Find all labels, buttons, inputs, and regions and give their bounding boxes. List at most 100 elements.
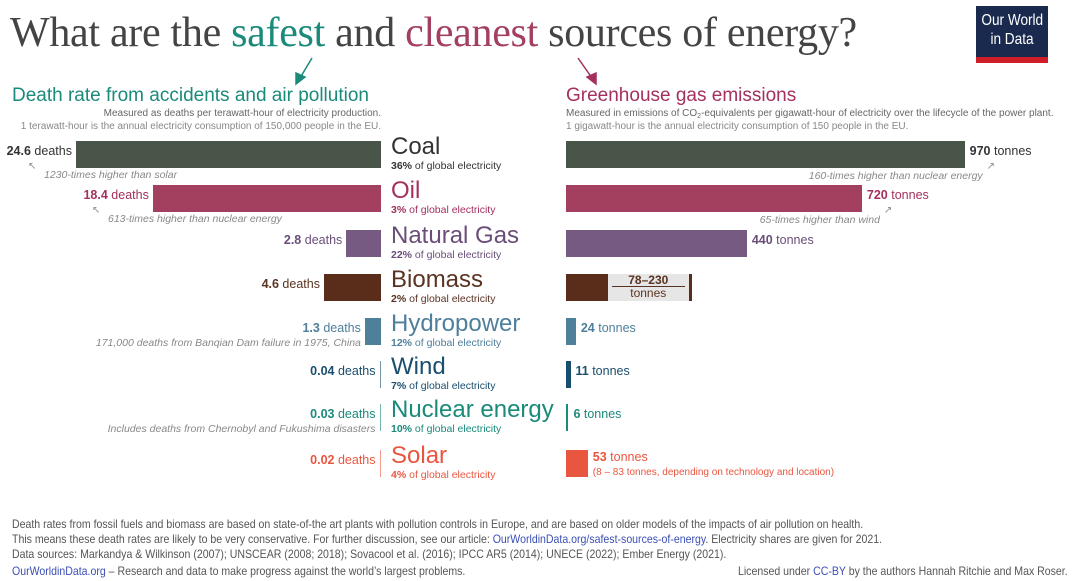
ghg-value: 53 tonnes <box>593 450 648 465</box>
death-bar <box>379 450 381 477</box>
footer-text: – Research and data to make progress aga… <box>105 564 466 578</box>
title-text: sources of energy? <box>537 10 857 56</box>
ghg-bar <box>566 361 571 388</box>
death-unit: deaths <box>278 277 320 291</box>
curved-arrow-icon: ↗ <box>883 205 893 216</box>
cc-by-link[interactable]: CC-BY <box>813 564 847 578</box>
ghg-bar <box>566 450 588 477</box>
ghg-bar <box>566 318 576 345</box>
death-bar <box>364 318 381 345</box>
death-bar <box>323 274 381 301</box>
share-percent: 12% <box>391 337 413 349</box>
ghg-number: 970 <box>969 144 991 158</box>
share-of-electricity: 22% of global electricity <box>391 249 501 261</box>
source-name: Wind <box>391 353 446 380</box>
ghg-value: 970 tonnes <box>970 144 1032 159</box>
page-title: What are the safest and cleanest sources… <box>10 8 857 58</box>
left-subtitle-2: 1 terawatt-hour is the annual electricit… <box>20 121 381 132</box>
ghg-bar <box>566 230 747 257</box>
source-name: Biomass <box>391 266 484 293</box>
death-unit: deaths <box>334 453 376 467</box>
share-of-electricity: 7% of global electricity <box>391 380 495 392</box>
share-text: of global electricity <box>412 160 502 172</box>
ghg-value: 24 tonnes <box>581 321 636 336</box>
title-safest: safest <box>231 10 325 56</box>
share-percent: 22% <box>391 249 413 261</box>
arrow-cleanest-icon <box>577 57 597 86</box>
death-number: 0.04 <box>310 364 335 378</box>
death-number: 1.3 <box>302 321 320 335</box>
footer-tagline: OurWorldinData.org – Research and data t… <box>12 564 465 578</box>
death-number: 0.02 <box>310 453 335 467</box>
arrows <box>295 57 597 86</box>
ghg-value: 440 tonnes <box>752 233 814 248</box>
share-of-electricity: 4% of global electricity <box>391 469 495 481</box>
death-bar <box>75 141 381 168</box>
death-unit: deaths <box>301 233 343 247</box>
death-value: 0.03 deaths <box>310 407 375 422</box>
ghg-value: 6 tonnes <box>573 407 621 422</box>
subscript: 2 <box>697 113 702 120</box>
ghg-bar-high <box>688 274 692 301</box>
curved-arrow-icon: ↖ <box>28 161 37 172</box>
left-section-title: Death rate from accidents and air pollut… <box>12 85 369 106</box>
subtitle-text: -equivalents per gigawatt-hour of electr… <box>701 108 1054 119</box>
source-name: Coal <box>391 133 441 160</box>
footer-text: This means these death rates are likely … <box>12 532 493 546</box>
share-text: of global electricity <box>406 469 496 481</box>
share-text: of global electricity <box>406 380 496 392</box>
ghg-number: 6 <box>573 407 581 421</box>
death-value: 18.4 deaths <box>83 188 148 203</box>
share-percent: 3% <box>391 204 407 216</box>
share-percent: 10% <box>391 423 413 435</box>
ghg-bar <box>566 404 569 431</box>
right-subtitle: Measured in emissions of CO2-equivalents… <box>566 108 1053 120</box>
article-link[interactable]: OurWorldinData.org/safest-sources-of-ene… <box>492 532 706 546</box>
death-bar <box>346 230 381 257</box>
death-number: 2.8 <box>283 233 302 247</box>
source-name: Oil <box>391 177 421 204</box>
source-name: Solar <box>391 442 448 469</box>
owid-site-link[interactable]: OurWorldinData.org <box>12 564 106 578</box>
ghg-bar-low <box>566 274 608 301</box>
ghg-number: 53 <box>592 450 607 464</box>
ghg-number: 24 <box>580 321 595 335</box>
share-text: of global electricity <box>406 204 496 216</box>
footer-note-1: Death rates from fossil fuels and biomas… <box>12 517 864 531</box>
share-of-electricity: 12% of global electricity <box>391 337 501 349</box>
death-value: 1.3 deaths <box>302 321 360 336</box>
death-unit: deaths <box>334 364 376 378</box>
ghg-number: 11 <box>575 364 589 378</box>
death-unit: deaths <box>107 188 149 202</box>
ghg-unit: tonnes <box>606 450 648 464</box>
death-number: 18.4 <box>83 188 108 202</box>
arrow-safest-icon <box>295 57 313 86</box>
share-of-electricity: 10% of global electricity <box>391 423 501 435</box>
ghg-unit: tonnes <box>887 188 929 202</box>
share-text: of global electricity <box>406 293 496 305</box>
ghg-note: 65-times higher than wind <box>759 214 880 226</box>
ghg-range-label: 78–230 tonnes <box>608 274 689 300</box>
source-name: Natural Gas <box>391 222 520 249</box>
data-sources: Data sources: Markandya & Wilkinson (200… <box>12 547 727 561</box>
share-text: of global electricity <box>412 423 502 435</box>
death-note: 171,000 deaths from Banqian Dam failure … <box>95 337 361 349</box>
share-text: of global electricity <box>412 337 502 349</box>
subtitle-text: Measured in emissions of CO <box>566 108 698 119</box>
title-cleanest: cleanest <box>405 10 538 56</box>
ghg-bar <box>566 185 862 212</box>
death-note: 1230-times higher than solar <box>44 169 178 181</box>
death-number: 4.6 <box>261 277 279 291</box>
right-subtitle-2: 1 gigawatt-hour is the annual electricit… <box>566 121 909 132</box>
owid-logo[interactable]: Our World in Data <box>976 6 1048 63</box>
share-percent: 36% <box>391 160 413 172</box>
ghg-number: 720 <box>866 188 888 202</box>
curved-arrow-icon: ↗ <box>986 161 996 172</box>
share-of-electricity: 36% of global electricity <box>391 160 501 172</box>
curved-arrow-icon: ↖ <box>92 205 101 216</box>
death-bar <box>379 404 381 431</box>
source-name: Hydropower <box>391 310 521 337</box>
share-of-electricity: 2% of global electricity <box>391 293 495 305</box>
share-percent: 7% <box>391 380 407 392</box>
